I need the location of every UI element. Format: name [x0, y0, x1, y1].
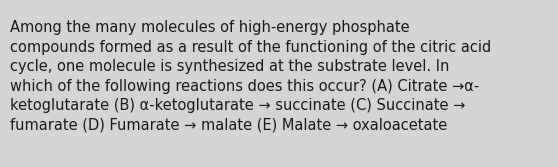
- Text: Among the many molecules of high-energy phosphate
compounds formed as a result o: Among the many molecules of high-energy …: [10, 20, 491, 133]
